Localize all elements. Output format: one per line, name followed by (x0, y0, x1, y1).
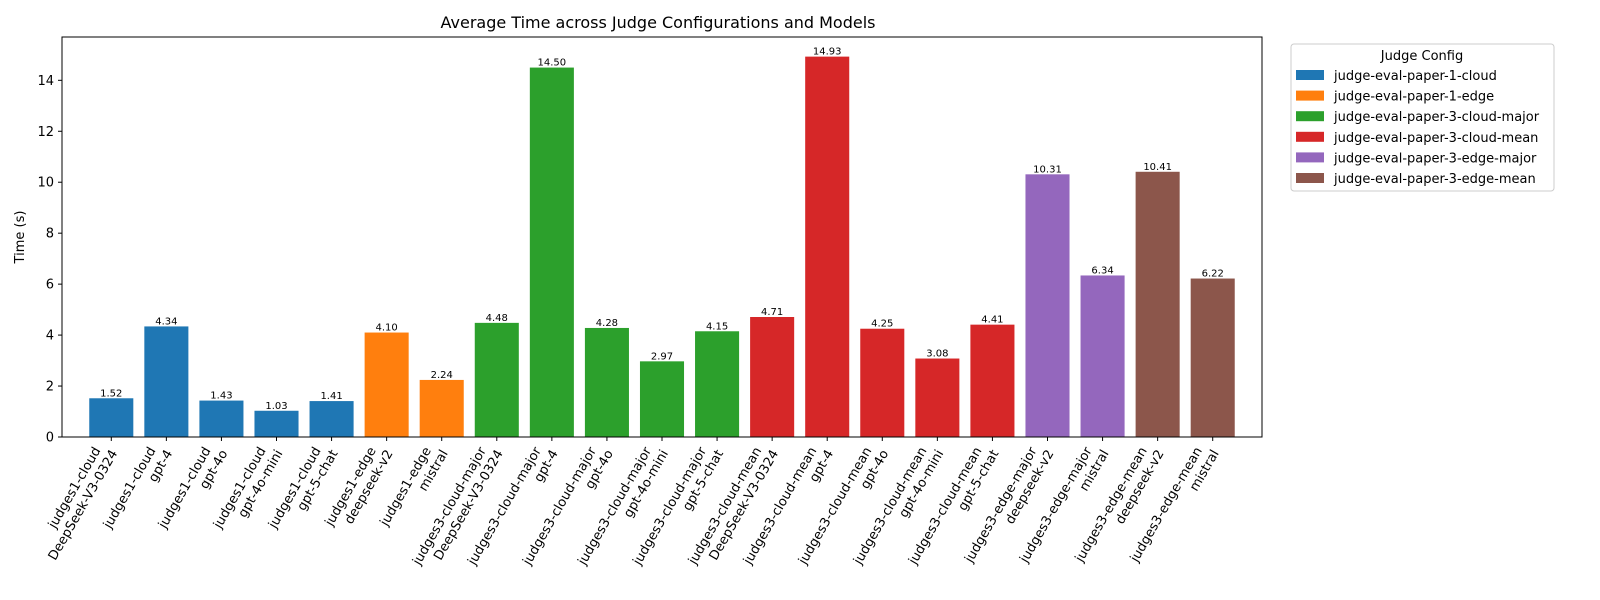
bar (474, 322, 519, 437)
y-tick-label: 0 (46, 431, 54, 446)
bar (364, 332, 409, 437)
legend-swatch (1296, 131, 1324, 142)
legend-entry-label: judge-eval-paper-3-cloud-major (1333, 110, 1540, 125)
legend-entry-label: judge-eval-paper-1-edge (1333, 90, 1494, 105)
bar (915, 358, 960, 437)
bar-value-label: 6.22 (1202, 269, 1224, 280)
chart-title: Average Time across Judge Configurations… (441, 13, 876, 32)
legend-swatch (1296, 173, 1324, 183)
x-axis: judges1-cloudDeepSeek-V3-0324judges1-clo… (45, 437, 1223, 569)
bar-value-label: 14.50 (538, 58, 567, 69)
bar-value-label: 4.28 (596, 318, 618, 329)
bar-value-label: 4.34 (155, 316, 177, 327)
y-tick-label: 10 (37, 176, 54, 191)
bar (750, 317, 795, 437)
y-axis: 0 2 4 6 8 10 12 14 (37, 74, 62, 446)
y-tick-label: 6 (46, 278, 54, 293)
bar (89, 398, 134, 437)
bar-value-label: 1.41 (320, 391, 342, 402)
bar-value-label: 3.08 (926, 349, 948, 360)
bar (529, 67, 574, 438)
bar-value-label: 2.24 (431, 370, 453, 381)
legend-swatch (1296, 111, 1324, 122)
bar-labels-layer: 1.52 4.34 1.43 1.03 1.41 4.10 2.24 4.48 14.50 4.2… (100, 47, 1224, 412)
plot-frame (61, 36, 1263, 438)
legend: Judge Config judge-eval-paper-1-cloudjud… (1290, 43, 1555, 192)
bar (970, 324, 1015, 437)
legend-entry-label: judge-eval-paper-3-edge-major (1333, 151, 1537, 166)
bar (199, 400, 244, 437)
legend-entry-label: judge-eval-paper-1-cloud (1333, 69, 1497, 84)
bar (639, 361, 685, 437)
y-axis-label: Time (s) (13, 211, 28, 265)
legend-swatch (1296, 70, 1324, 80)
y-tick-label: 14 (37, 74, 54, 89)
y-tick-label: 4 (46, 329, 54, 344)
bar-value-label: 1.43 (210, 391, 232, 402)
bar-value-label: 14.93 (813, 47, 842, 58)
legend-box (1290, 43, 1555, 192)
bar (860, 328, 905, 437)
bar-value-label: 2.97 (651, 351, 673, 362)
bar-value-label: 4.71 (761, 307, 783, 318)
bar (1135, 171, 1180, 437)
legend-swatch (1296, 90, 1324, 101)
bar-value-label: 6.34 (1091, 265, 1113, 276)
bar-value-label: 4.25 (871, 319, 893, 330)
bar (419, 379, 464, 437)
legend-entry-label: judge-eval-paper-3-edge-mean (1333, 172, 1536, 187)
bar-value-label: 10.41 (1143, 162, 1172, 173)
bar (695, 331, 740, 437)
y-tick-label: 12 (37, 125, 54, 140)
bar (1025, 174, 1070, 438)
bar (584, 327, 629, 437)
bar (805, 56, 850, 438)
bar-value-label: 4.15 (706, 321, 728, 332)
legend-swatch (1296, 152, 1324, 163)
bar (1080, 275, 1125, 437)
bar-value-label: 1.52 (100, 388, 122, 399)
bar (254, 410, 299, 437)
y-tick-label: 8 (46, 227, 54, 242)
bar-value-label: 1.03 (265, 401, 287, 412)
bar (1190, 278, 1235, 437)
bar (309, 401, 354, 437)
bar-value-label: 4.48 (486, 313, 508, 324)
y-tick-label: 2 (46, 380, 54, 395)
legend-entries: judge-eval-paper-1-cloud judge-eval-paper… (1296, 69, 1540, 187)
bar-value-label: 10.31 (1033, 164, 1062, 175)
bars-layer (89, 56, 1235, 438)
bar-value-label: 4.41 (981, 315, 1003, 326)
legend-title: Judge Config (1380, 49, 1463, 64)
legend-entry-label: judge-eval-paper-3-cloud-mean (1333, 131, 1538, 146)
bar-value-label: 4.10 (376, 323, 398, 334)
bar (144, 326, 189, 437)
